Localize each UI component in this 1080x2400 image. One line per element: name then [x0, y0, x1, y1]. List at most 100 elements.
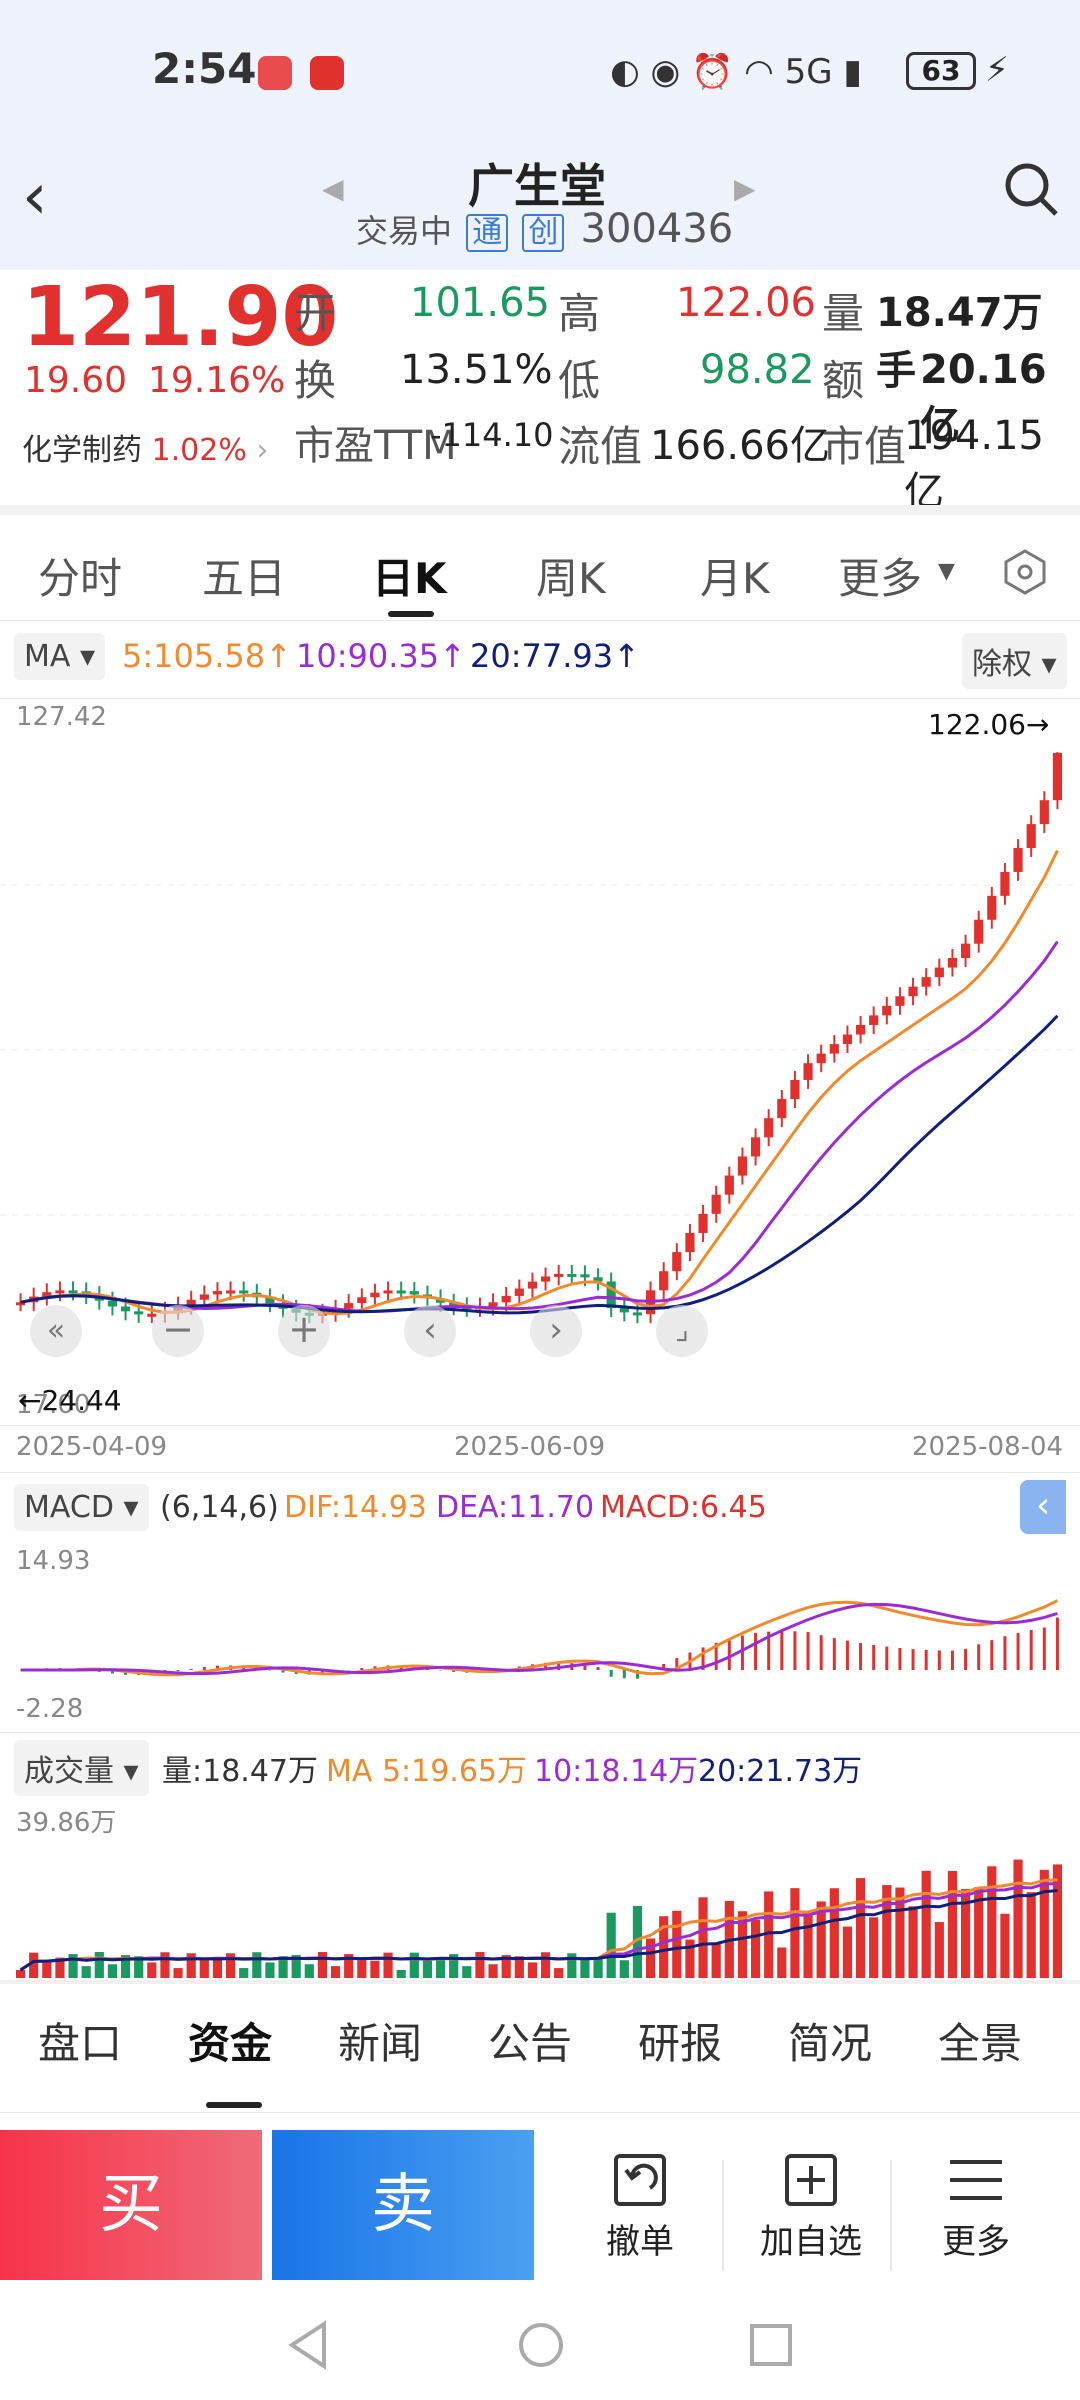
- scroll-left-fast-icon[interactable]: «: [30, 1305, 82, 1357]
- macd-chart: [20, 1599, 1059, 1679]
- tab-more[interactable]: 更多: [838, 554, 923, 603]
- volume-bar: [422, 1960, 433, 1978]
- tab-profile[interactable]: 简况: [788, 2019, 873, 2068]
- volume-bar: [475, 1952, 485, 1978]
- volume-top-label: 39.86万: [16, 1808, 117, 1838]
- adjust-selector[interactable]: 除权 ▾: [962, 633, 1067, 689]
- settings-hexagon-icon[interactable]: [1000, 547, 1050, 597]
- tab-announcements[interactable]: 公告: [488, 2019, 573, 2068]
- trade-bar: 买 卖 撤单 加自选 更多: [0, 2120, 1080, 2280]
- tab-orderbook[interactable]: 盘口: [38, 2019, 123, 2068]
- volume-bar: [81, 1966, 91, 1978]
- fullscreen-icon[interactable]: ⌟: [656, 1305, 708, 1357]
- candle-body: [816, 1053, 826, 1064]
- candle-body: [357, 1297, 367, 1304]
- sell-button[interactable]: 卖: [272, 2130, 534, 2280]
- status-icons: ◐ ◉ ⏰ ◠ 5G ▮: [610, 52, 863, 92]
- sector-link[interactable]: 化学制药 1.02% ›: [22, 433, 269, 468]
- add-watchlist-label: 加自选: [760, 2222, 862, 2262]
- volume-ma5: MA 5:19.65万: [326, 1754, 528, 1789]
- volume-bar: [1052, 1864, 1063, 1978]
- cancel-order-button[interactable]: 撤单: [580, 2150, 700, 2270]
- candle-body: [960, 943, 971, 959]
- tab-research[interactable]: 研报: [638, 2019, 723, 2068]
- volume-bar: [974, 1887, 984, 1978]
- add-watchlist-button[interactable]: 加自选: [746, 2150, 876, 2270]
- volume-bar: [764, 1891, 774, 1978]
- kline-high-marker: 122.06→: [928, 708, 1050, 741]
- volume-bar: [514, 1956, 524, 1978]
- volume-bar: [567, 1953, 577, 1978]
- candle-body: [974, 919, 984, 944]
- candle-body: [580, 1274, 590, 1278]
- volume-bar: [750, 1919, 761, 1978]
- volume-bar: [790, 1888, 800, 1978]
- candle-body: [1026, 824, 1036, 849]
- volume-bar: [934, 1922, 944, 1978]
- search-icon[interactable]: [1002, 160, 1060, 218]
- volume-bar: [501, 1955, 511, 1978]
- collapse-panel-icon[interactable]: ‹: [1020, 1480, 1066, 1534]
- label-pe: 市盈TTM: [294, 423, 457, 469]
- tab-weekly-k[interactable]: 周K: [536, 554, 606, 603]
- battery-icon: 63: [906, 52, 976, 90]
- tab-news[interactable]: 新闻: [338, 2019, 423, 2068]
- candle-body: [895, 996, 905, 1006]
- scroll-right-icon[interactable]: ›: [530, 1305, 582, 1357]
- value-market-cap: 194.15亿: [904, 413, 1044, 515]
- candle-body: [750, 1137, 761, 1157]
- prev-stock-icon[interactable]: ◀: [322, 172, 344, 205]
- volume-bar: [94, 1952, 104, 1978]
- volume-bar: [947, 1871, 958, 1978]
- candle-body: [514, 1288, 524, 1296]
- volume-value: 量:18.47万: [162, 1754, 318, 1789]
- nav-back-icon[interactable]: [286, 2320, 330, 2370]
- nav-home-icon[interactable]: [516, 2320, 566, 2370]
- macd-selector[interactable]: MACD ▾: [14, 1484, 149, 1531]
- app-notification-icon: [258, 56, 292, 90]
- status-bar: 2:54 ◐ ◉ ⏰ ◠ 5G ▮ 63 ⚡: [0, 0, 1080, 150]
- candle-body: [593, 1277, 603, 1282]
- next-stock-icon[interactable]: ▶: [734, 172, 756, 205]
- volume-bar: [777, 1947, 787, 1978]
- date-label-start: 2025-04-09: [16, 1432, 168, 1462]
- volume-bar: [68, 1954, 78, 1978]
- buy-button[interactable]: 买: [0, 2130, 262, 2280]
- stock-subtitle: 交易中 通 创 300436: [356, 206, 733, 252]
- volume-selector[interactable]: 成交量 ▾: [14, 1740, 149, 1796]
- zoom-out-icon[interactable]: −: [152, 1305, 204, 1357]
- volume-bar: [816, 1901, 826, 1978]
- tab-intraday[interactable]: 分时: [38, 554, 123, 603]
- value-float-cap: 166.66亿: [650, 423, 830, 469]
- tab-monthly-k[interactable]: 月K: [700, 554, 770, 603]
- scroll-left-icon[interactable]: ‹: [404, 1305, 456, 1357]
- tag-chuang: 创: [522, 214, 565, 252]
- volume-bar: [55, 1957, 65, 1978]
- tab-five-day[interactable]: 五日: [202, 554, 287, 603]
- volume-bar: [357, 1957, 367, 1978]
- volume-bar: [1013, 1859, 1023, 1978]
- more-button[interactable]: 更多: [916, 2150, 1036, 2270]
- volume-bar: [134, 1956, 144, 1978]
- kline-chart[interactable]: [0, 700, 1080, 1420]
- volume-chart: [15, 1859, 1063, 1978]
- system-nav-bar: [0, 2280, 1080, 2400]
- candle-body: [1052, 752, 1063, 801]
- tab-overview[interactable]: 全景: [938, 2019, 1023, 2068]
- back-icon[interactable]: ‹: [22, 160, 48, 234]
- volume-bar: [370, 1960, 380, 1978]
- tab-daily-k[interactable]: 日K: [372, 554, 447, 603]
- volume-bar: [383, 1952, 393, 1978]
- tab-capital[interactable]: 资金: [188, 2019, 273, 2068]
- volume-bar: [855, 1878, 866, 1978]
- volume-bar: [186, 1953, 196, 1978]
- candle-body: [120, 1306, 131, 1312]
- label-open: 开: [294, 289, 337, 338]
- nav-recents-icon[interactable]: [748, 2322, 794, 2368]
- candle-body: [540, 1276, 551, 1282]
- candle-body: [554, 1273, 564, 1277]
- ma-selector[interactable]: MA ▾: [14, 633, 106, 680]
- volume-ma10: 10:18.14万: [534, 1754, 699, 1789]
- volume-bar: [908, 1906, 918, 1978]
- zoom-in-icon[interactable]: +: [278, 1305, 330, 1357]
